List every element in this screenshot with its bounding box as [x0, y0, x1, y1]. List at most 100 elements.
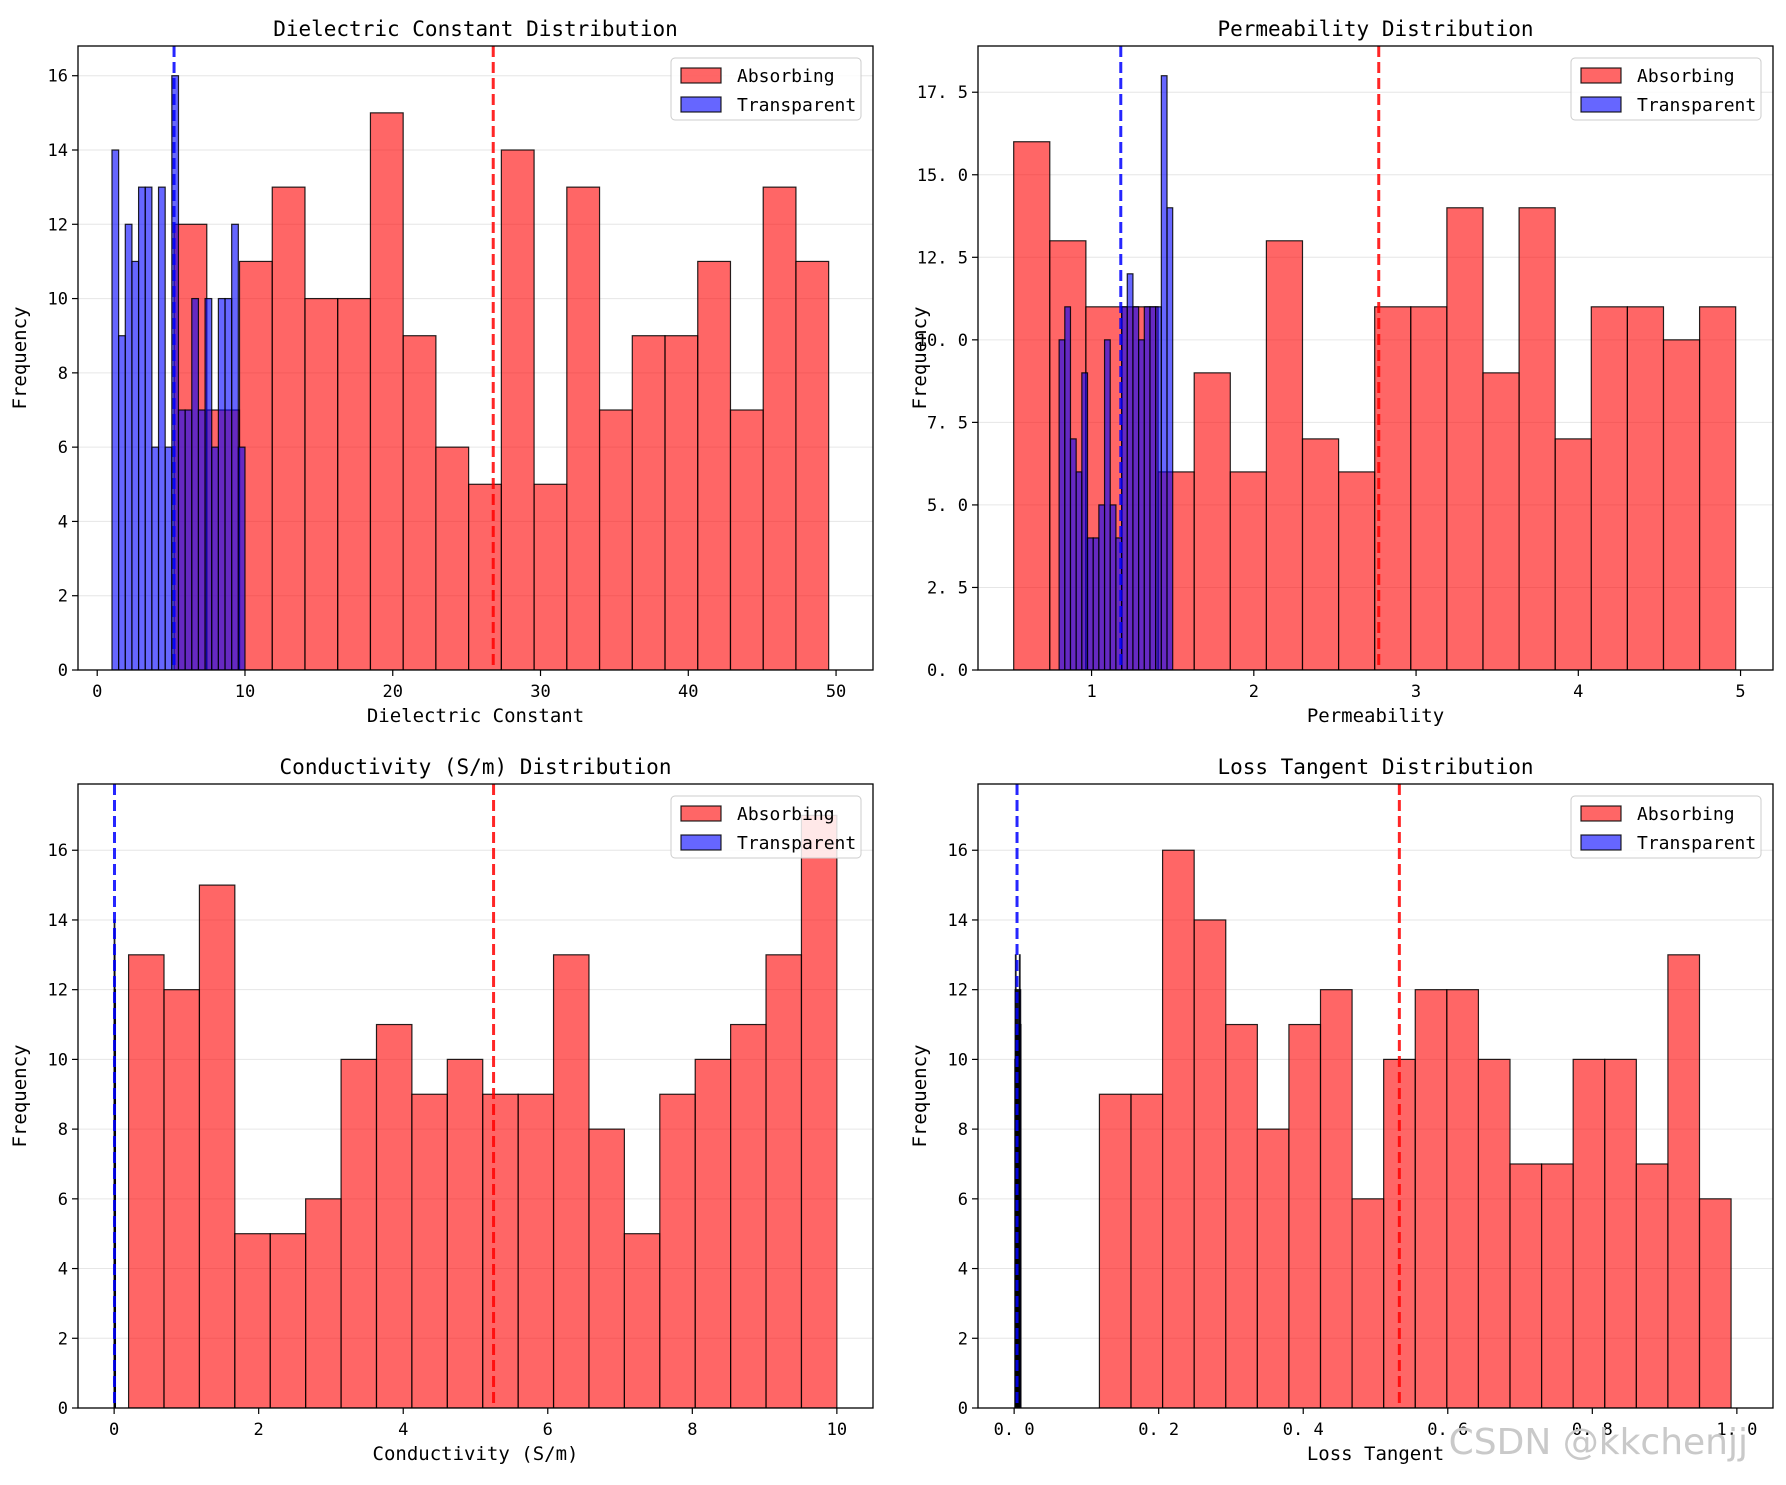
- absorbing-bar: [1698, 1198, 1732, 1408]
- absorbing-bar: [1013, 141, 1051, 670]
- absorbing-bar: [631, 335, 666, 670]
- chart-title: Permeability Distribution: [1217, 17, 1533, 41]
- absorbing-bar: [1662, 339, 1701, 670]
- x-tick-label: 1. 0: [1716, 1420, 1757, 1440]
- absorbing-bar: [1301, 438, 1340, 670]
- absorbing-bar: [269, 1233, 307, 1408]
- legend: Absorbing Transparent: [1570, 57, 1762, 121]
- transparent-bar: [1166, 207, 1174, 670]
- absorbing-legend-swatch: [680, 805, 722, 822]
- transparent-bar: [184, 409, 193, 670]
- transparent-bar: [211, 446, 219, 670]
- absorbing-bar: [1635, 1163, 1669, 1408]
- x-axis-label: Dielectric Constant: [367, 705, 584, 727]
- absorbing-bar: [1414, 989, 1448, 1408]
- absorbing-bar: [234, 1233, 271, 1408]
- x-tick-label: 8: [687, 1420, 697, 1440]
- absorbing-bar: [1540, 1163, 1574, 1408]
- transparent-bar: [1058, 339, 1066, 670]
- transparent-bar: [1143, 306, 1151, 670]
- legend-label: Transparent: [737, 833, 856, 854]
- transparent-bar: [1138, 339, 1145, 670]
- transparent-bar: [217, 297, 226, 670]
- absorbing-bar: [1374, 306, 1412, 670]
- y-tick-label: 6: [58, 438, 68, 458]
- absorbing-bar: [402, 335, 437, 670]
- absorbing-bar: [271, 186, 306, 670]
- y-tick-label: 2: [58, 1329, 68, 1349]
- y-tick-label: 0: [58, 1399, 68, 1419]
- y-tick-label: 17. 5: [917, 83, 968, 103]
- absorbing-bar: [552, 954, 590, 1408]
- absorbing-bar: [1098, 1093, 1132, 1408]
- y-axis-label: Frequency: [909, 307, 931, 410]
- transparent-bar: [1081, 372, 1089, 670]
- absorbing-bar: [1161, 849, 1195, 1408]
- absorbing-bar: [659, 1093, 696, 1408]
- absorbing-bar: [1590, 306, 1628, 670]
- y-tick-label: 10: [948, 1050, 968, 1070]
- absorbing-bar: [664, 335, 699, 670]
- y-axis-label: Frequency: [909, 1045, 931, 1148]
- y-tick-label: 5. 0: [927, 496, 968, 516]
- absorbing-bar: [1518, 207, 1556, 670]
- x-tick-label: 10: [235, 682, 255, 702]
- y-tick-label: 6: [58, 1190, 68, 1210]
- legend-label: Absorbing: [1637, 66, 1735, 87]
- absorbing-bar: [1256, 1128, 1290, 1408]
- y-tick-label: 14: [48, 141, 68, 161]
- y-tick-label: 16: [48, 67, 68, 87]
- absorbing-bar: [500, 149, 535, 670]
- legend-label: Absorbing: [1637, 804, 1735, 825]
- transparent-bar: [1075, 471, 1083, 670]
- y-tick-label: 0: [958, 1399, 968, 1419]
- absorbing-bar: [435, 446, 470, 670]
- absorbing-bar: [375, 1023, 413, 1408]
- legend-label: Absorbing: [737, 66, 835, 87]
- absorbing-bar: [305, 1198, 342, 1408]
- absorbing-bar: [566, 186, 601, 670]
- absorbing-bar: [482, 1093, 519, 1408]
- transparent-bar: [151, 446, 160, 670]
- absorbing-bar: [1193, 919, 1227, 1408]
- x-tick-label: 10: [827, 1420, 847, 1440]
- x-tick-label: 4: [1573, 682, 1583, 702]
- axes-frame: [77, 45, 874, 671]
- absorbing-legend-swatch: [1580, 805, 1622, 822]
- absorbing-bar: [598, 409, 633, 670]
- transparent-bar: [144, 186, 153, 670]
- x-tick-label: 2: [254, 1420, 264, 1440]
- y-tick-label: 4: [58, 512, 68, 532]
- y-tick-label: 8: [58, 1120, 68, 1140]
- absorbing-bar: [304, 297, 339, 670]
- legend-label: Transparent: [1637, 95, 1756, 116]
- loss-tangent-chart: 0 2 4 6 8 10 12 14 16 0. 0 0. 2 0. 4 0. 6 0. 8 1. 0 Los…: [909, 755, 1774, 1465]
- absorbing-bar: [1554, 438, 1592, 670]
- absorbing-bar: [1446, 989, 1480, 1408]
- transparent-bar: [237, 446, 246, 670]
- absorbing-bar: [730, 1023, 767, 1408]
- x-tick-label: 20: [383, 682, 403, 702]
- absorbing-bar: [1446, 207, 1484, 670]
- transparent-bar: [118, 335, 126, 670]
- absorbing-bar: [623, 1233, 661, 1408]
- plot-area: [1013, 46, 1737, 670]
- transparent-bar: [1115, 537, 1123, 670]
- legend: Absorbing Transparent: [670, 795, 862, 859]
- y-tick-label: 8: [58, 364, 68, 384]
- transparent-bar: [1120, 306, 1128, 670]
- absorbing-bar: [1604, 1058, 1637, 1408]
- plot-area: [112, 784, 838, 1408]
- y-tick-label: 12: [48, 215, 68, 235]
- absorbing-bar: [1410, 306, 1448, 670]
- transparent-bar: [231, 223, 239, 670]
- permeability-chart: 0. 0 2. 5 5. 0 7. 5 10. 0 12. 5 15. 0 17. 5 1 2 3 4…: [909, 17, 1774, 727]
- absorbing-bar: [340, 1058, 378, 1408]
- transparent-bar: [131, 260, 140, 670]
- axes-frame: [977, 45, 1774, 671]
- y-tick-label: 10: [48, 1050, 68, 1070]
- y-tick-label: 2. 5: [927, 578, 968, 598]
- transparent-bar: [1064, 306, 1072, 670]
- x-tick-label: 50: [826, 682, 846, 702]
